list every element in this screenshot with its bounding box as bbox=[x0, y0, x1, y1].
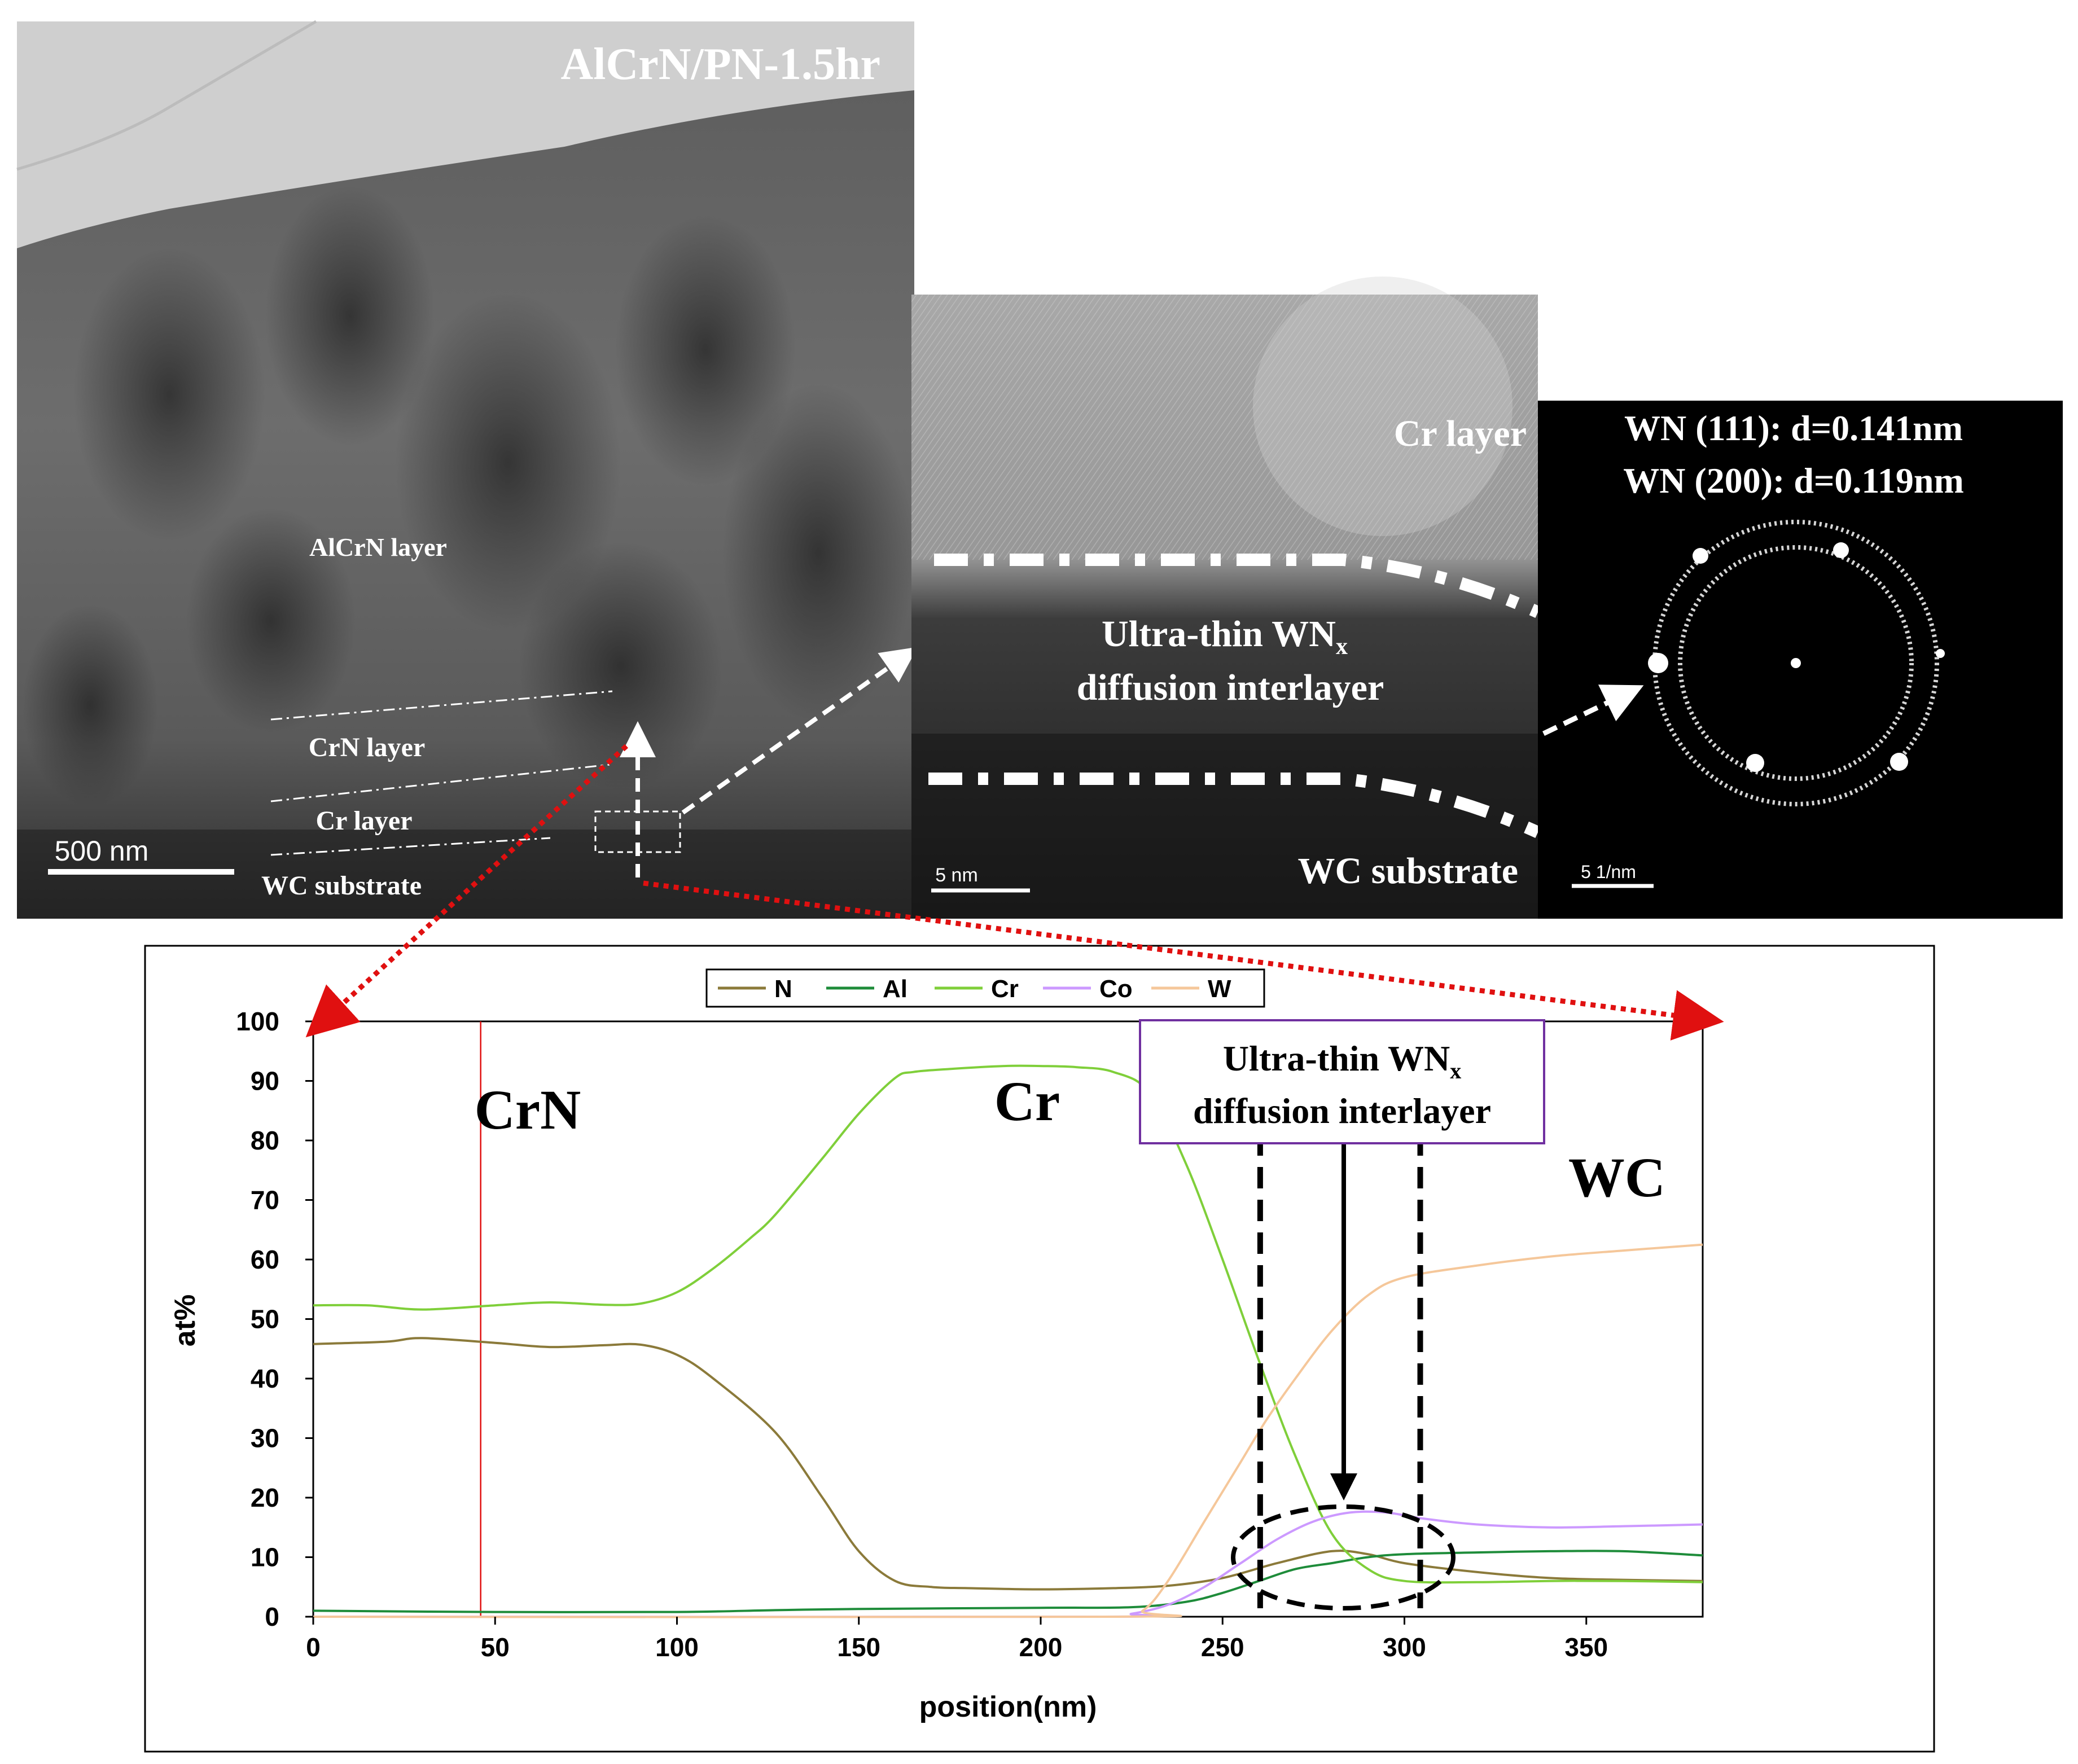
hrtem-dark-substrate bbox=[911, 734, 1538, 919]
series-group bbox=[313, 1064, 1703, 1618]
interlayer-callout-text: Ultra-thin WN bbox=[1223, 1038, 1450, 1078]
interlayer-callout-sub: x bbox=[1450, 1058, 1461, 1083]
diffraction-spot bbox=[1833, 542, 1849, 558]
hrtem-upper-boundary bbox=[934, 554, 1541, 618]
x-axis-ticks: 0 50 100 150 200 250 300 350 bbox=[306, 1617, 1608, 1662]
y-tick-label: 90 bbox=[251, 1067, 279, 1096]
y-tick-label: 0 bbox=[265, 1602, 279, 1631]
tem-label-crn: CrN layer bbox=[309, 732, 426, 762]
y-tick-label: 10 bbox=[251, 1543, 279, 1572]
tem-label-alcrn: AlCrN layer bbox=[309, 533, 447, 561]
tem-title: AlCrN/PN-1.5hr bbox=[560, 40, 880, 89]
diffraction-line-1: WN (111): d=0.141nm bbox=[1624, 408, 1963, 448]
red-arrow-right bbox=[643, 880, 1724, 1041]
diffraction-panel: WN (111): d=0.141nm WN (200): d=0.119nm … bbox=[1538, 401, 2063, 919]
interlayer-callout-line-1: Ultra-thin WNx bbox=[1223, 1038, 1461, 1083]
y-tick-label: 30 bbox=[251, 1424, 279, 1453]
y-tick-label: 40 bbox=[251, 1364, 279, 1393]
tem-scale-label: 500 nm bbox=[55, 835, 149, 867]
red-arrow-left bbox=[305, 744, 629, 1038]
hrtem-lattice-fringes bbox=[911, 295, 1538, 560]
diffraction-spots bbox=[1648, 542, 1945, 772]
hrtem-to-diffraction-arrow bbox=[1542, 684, 1644, 736]
hrtem-interlayer-text: Ultra-thin WN bbox=[1102, 613, 1336, 655]
legend-label-cr: Cr bbox=[991, 975, 1019, 1003]
hrtem-panel: Cr layer Ultra-thin WNx diffusion interl… bbox=[911, 277, 1541, 919]
legend-label-n: N bbox=[774, 975, 792, 1003]
series-line-n bbox=[313, 1337, 1703, 1591]
legend-label-co: Co bbox=[1099, 975, 1133, 1003]
hrtem-bright-region bbox=[1253, 277, 1513, 536]
interlayer-callout-line-2: diffusion interlayer bbox=[1193, 1091, 1491, 1131]
x-tick-label: 350 bbox=[1564, 1633, 1608, 1662]
diffraction-ring-outer bbox=[1652, 520, 1939, 806]
diffraction-spot bbox=[1936, 649, 1945, 658]
x-tick-label: 0 bbox=[306, 1633, 321, 1662]
diffraction-scale-label: 5 1/nm bbox=[1581, 862, 1636, 882]
tem-label-wc: WC substrate bbox=[261, 871, 422, 901]
region-label-cr: Cr bbox=[994, 1070, 1060, 1133]
tem-grain-texture bbox=[23, 186, 914, 807]
tem-vacuum-region bbox=[17, 21, 914, 248]
tem-overview-panel: AlCrN/PN-1.5hr AlCrN layer CrN layer Cr … bbox=[16, 20, 918, 919]
y-axis-label: at% bbox=[169, 1295, 201, 1346]
y-tick-label: 100 bbox=[236, 1007, 279, 1036]
hrtem-interlayer-sub: x bbox=[1336, 634, 1348, 660]
x-axis-label: position(nm) bbox=[919, 1691, 1097, 1723]
series-line-al bbox=[313, 1550, 1703, 1613]
linking-arrows bbox=[305, 744, 1724, 1041]
interlayer-callout-box bbox=[1139, 1019, 1545, 1144]
y-tick-label: 80 bbox=[251, 1126, 279, 1155]
hrtem-interlayer-label: Ultra-thin WNx bbox=[1102, 613, 1348, 660]
interlayer-markers bbox=[1231, 1134, 1456, 1611]
diffraction-ring-inner bbox=[1678, 545, 1914, 781]
legend: N Al Cr Co W bbox=[705, 968, 1265, 1008]
x-tick-label: 150 bbox=[837, 1633, 880, 1662]
legend-label-w: W bbox=[1208, 975, 1231, 1003]
region-label-wc: WC bbox=[1568, 1146, 1665, 1209]
diffraction-line-2: WN (200): d=0.119nm bbox=[1623, 460, 1964, 501]
x-tick-label: 200 bbox=[1019, 1633, 1063, 1662]
diffraction-spot bbox=[1693, 548, 1708, 564]
legend-label-al: Al bbox=[883, 975, 908, 1003]
region-label-crn: CrN bbox=[475, 1078, 581, 1141]
hrtem-wc-label: WC substrate bbox=[1298, 850, 1519, 892]
diffraction-spot bbox=[1890, 753, 1908, 771]
tem-layer-lines bbox=[270, 690, 613, 856]
interlayer-ellipse bbox=[1231, 1504, 1456, 1611]
diffraction-spot bbox=[1648, 653, 1668, 673]
hrtem-lower-boundary bbox=[928, 773, 1541, 839]
tem-vacuum-edge bbox=[16, 20, 317, 171]
x-tick-label: 250 bbox=[1201, 1633, 1244, 1662]
hrtem-scale-label: 5 nm bbox=[935, 865, 978, 886]
x-tick-label: 100 bbox=[655, 1633, 699, 1662]
x-tick-label: 300 bbox=[1383, 1633, 1426, 1662]
hrtem-interlayer-label-2: diffusion interlayer bbox=[1077, 667, 1384, 708]
tem-label-cr: Cr layer bbox=[315, 806, 412, 836]
series-line-w bbox=[313, 1243, 1703, 1618]
y-tick-label: 70 bbox=[251, 1186, 279, 1215]
diffraction-spot bbox=[1746, 754, 1764, 772]
diffraction-image bbox=[1538, 401, 2063, 919]
tem-to-hrtem-arrow bbox=[681, 647, 918, 815]
chart-panel: CrN Cr WC Ultra-thin WNx diffusion inter… bbox=[144, 945, 1935, 1753]
series-line-cr bbox=[313, 1064, 1703, 1584]
y-axis-ticks: 0 10 20 30 40 50 60 70 80 90 100 bbox=[236, 1007, 313, 1631]
y-tick-label: 60 bbox=[251, 1245, 279, 1274]
x-tick-label: 50 bbox=[481, 1633, 510, 1662]
y-tick-label: 20 bbox=[251, 1483, 279, 1512]
diffraction-spot-center bbox=[1791, 658, 1801, 668]
y-tick-label: 50 bbox=[251, 1305, 279, 1334]
hrtem-cr-label: Cr layer bbox=[1394, 413, 1527, 454]
